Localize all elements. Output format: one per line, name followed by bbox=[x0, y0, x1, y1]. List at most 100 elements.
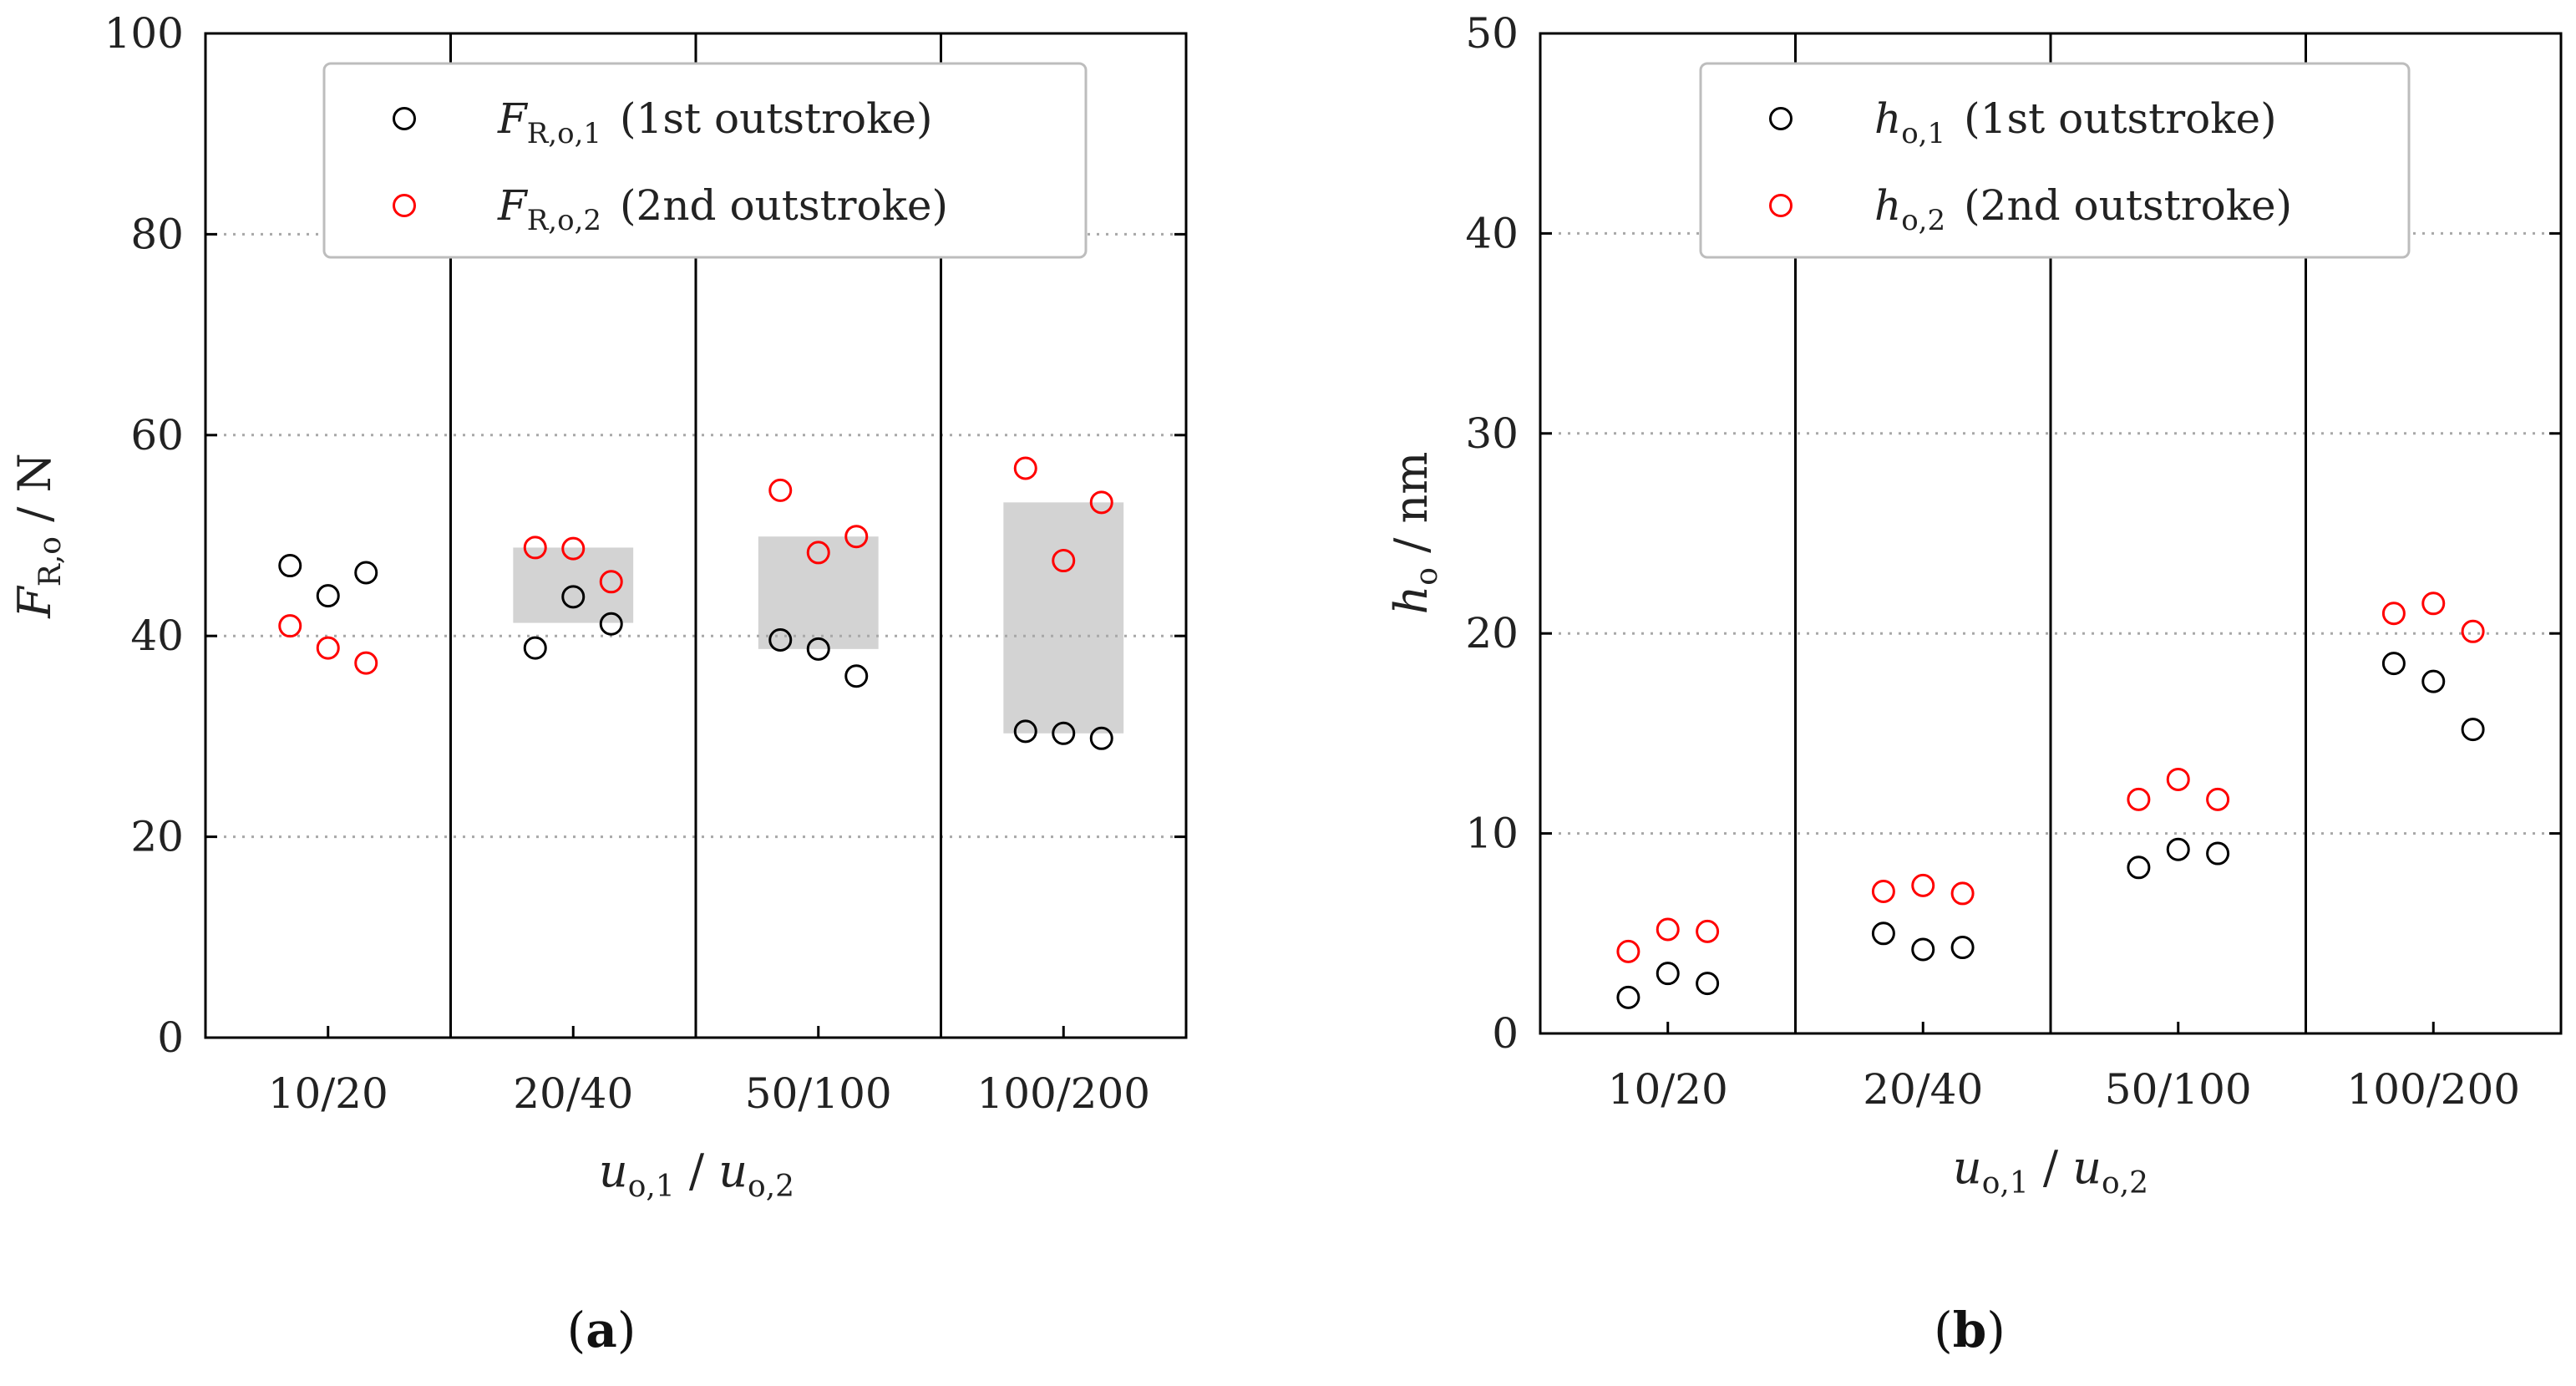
y-axis-label-symbol: F bbox=[8, 585, 61, 619]
point-s1-c0-2 bbox=[1696, 919, 1720, 943]
plot-frame bbox=[204, 32, 1188, 1039]
point-s1-c0-1 bbox=[1656, 917, 1680, 942]
x-axis-label: uo,1 / uo,2 bbox=[1953, 1141, 2148, 1201]
y-tick-label-4: 40 bbox=[1465, 209, 1519, 257]
y-tick-label-0: 0 bbox=[157, 1013, 184, 1062]
y-tick-label-4: 80 bbox=[130, 210, 184, 258]
x-axis-label-subscript-b: o,2 bbox=[2102, 1166, 2148, 1201]
legend-box bbox=[322, 62, 1088, 259]
point-s0-c1-0 bbox=[1871, 921, 1895, 946]
point-s1-c0-0 bbox=[278, 614, 302, 638]
y-axis-label: FR,o / N bbox=[8, 453, 68, 618]
legend-entry-0: FR,o,1 (1st outstroke) bbox=[497, 94, 933, 150]
point-s0-c1-1 bbox=[561, 585, 586, 609]
y-axis-label-unit: / N bbox=[8, 453, 61, 536]
point-s0-c2-2 bbox=[844, 664, 869, 688]
point-s1-c3-0 bbox=[1013, 456, 1037, 480]
legend-marker-0 bbox=[393, 107, 416, 130]
y-tick-label-1: 10 bbox=[1465, 810, 1519, 858]
legend-subscript-0: o,1 bbox=[1901, 117, 1945, 150]
point-s0-c1-1 bbox=[1911, 937, 1935, 962]
y-tick-label-2: 20 bbox=[1465, 609, 1519, 657]
y-tick-label-5: 100 bbox=[104, 9, 184, 58]
point-s1-c0-2 bbox=[354, 651, 378, 675]
point-s1-c0-0 bbox=[1616, 939, 1640, 963]
legend-symbol-1: F bbox=[497, 181, 529, 230]
x-axis-label-symbol-b: u bbox=[718, 1145, 748, 1197]
x-tick-label-2: 50/100 bbox=[745, 1069, 892, 1118]
x-tick-label-2: 50/100 bbox=[2105, 1065, 2252, 1114]
point-s1-c3-1 bbox=[1052, 549, 1076, 573]
legend-label-0: (1st outstroke) bbox=[1964, 94, 2277, 143]
x-axis-label-separator: / bbox=[2029, 1141, 2073, 1194]
point-s0-c3-0 bbox=[1013, 719, 1037, 744]
point-s1-c2-1 bbox=[806, 541, 830, 565]
point-s0-c0-0 bbox=[278, 554, 302, 578]
point-s0-c2-1 bbox=[2166, 837, 2190, 861]
point-s0-c2-0 bbox=[768, 628, 793, 652]
legend-box bbox=[1699, 62, 2411, 259]
point-s1-c3-2 bbox=[2461, 619, 2485, 643]
point-s0-c0-2 bbox=[1696, 972, 1720, 996]
legend-entry-0: ho,1 (1st outstroke) bbox=[1874, 94, 2277, 150]
point-s0-c3-2 bbox=[1089, 726, 1113, 750]
point-s0-c1-2 bbox=[1950, 936, 1975, 960]
legend-marker-0 bbox=[1769, 107, 1793, 130]
legend-subscript-0: R,o,1 bbox=[527, 117, 601, 150]
y-tick-label-3: 60 bbox=[130, 411, 184, 459]
legend-symbol-0: F bbox=[497, 94, 529, 143]
legend-entry-1: ho,2 (2nd outstroke) bbox=[1874, 181, 2292, 237]
legend-marker-1 bbox=[1769, 194, 1793, 217]
shade-range-2 bbox=[758, 536, 879, 649]
legend-label-1: (2nd outstroke) bbox=[620, 181, 948, 230]
legend-label-1: (2nd outstroke) bbox=[1964, 181, 2292, 230]
point-s1-c2-1 bbox=[2166, 767, 2190, 791]
point-s0-c3-1 bbox=[2421, 669, 2446, 693]
legend-symbol-0: h bbox=[1874, 94, 1901, 143]
point-s0-c3-1 bbox=[1052, 721, 1076, 745]
point-s0-c3-2 bbox=[2461, 718, 2485, 742]
point-s0-c2-2 bbox=[2206, 841, 2230, 866]
y-axis-label-symbol: h bbox=[1385, 586, 1438, 615]
point-s1-c2-2 bbox=[2206, 787, 2230, 811]
point-s1-c3-0 bbox=[2381, 602, 2406, 626]
x-axis-label-subscript-b: o,2 bbox=[748, 1170, 794, 1204]
point-s1-c1-1 bbox=[561, 536, 586, 561]
x-tick-label-1: 20/40 bbox=[513, 1069, 633, 1118]
point-s1-c1-2 bbox=[1950, 881, 1975, 906]
legend-subscript-1: o,2 bbox=[1901, 204, 1945, 237]
legend-symbol-1: h bbox=[1874, 181, 1901, 230]
x-axis-label: uo,1 / uo,2 bbox=[599, 1145, 794, 1204]
point-s1-c1-1 bbox=[1911, 873, 1935, 897]
point-s0-c0-0 bbox=[1616, 985, 1640, 1009]
point-s0-c0-2 bbox=[354, 561, 378, 585]
panel-label-b: (b) bbox=[1934, 1302, 2006, 1358]
y-tick-label-3: 30 bbox=[1465, 409, 1519, 458]
point-s1-c2-0 bbox=[2127, 787, 2151, 811]
point-s1-c1-2 bbox=[599, 570, 623, 594]
y-tick-label-0: 0 bbox=[1492, 1009, 1519, 1058]
x-tick-label-3: 100/200 bbox=[976, 1069, 1150, 1118]
y-axis-label: ho / nm bbox=[1385, 452, 1444, 615]
point-s1-c3-1 bbox=[2421, 591, 2446, 616]
legend-marker-1 bbox=[393, 194, 416, 217]
x-axis-label-separator: / bbox=[675, 1145, 719, 1197]
point-s1-c3-2 bbox=[1089, 490, 1113, 515]
x-axis-label-symbol-a: u bbox=[1953, 1141, 1982, 1194]
legend-entry-1: FR,o,2 (2nd outstroke) bbox=[497, 181, 948, 237]
point-s1-c1-0 bbox=[1871, 880, 1895, 904]
point-s0-c3-0 bbox=[2381, 652, 2406, 676]
legend-label-0: (1st outstroke) bbox=[620, 94, 933, 143]
point-s0-c2-0 bbox=[2127, 855, 2151, 880]
point-s1-c2-2 bbox=[844, 525, 869, 549]
y-axis-label-unit: / nm bbox=[1385, 452, 1438, 568]
point-s1-c2-0 bbox=[768, 478, 793, 502]
point-s1-c0-1 bbox=[316, 636, 340, 660]
panel-label-b-letter: b bbox=[1953, 1302, 1987, 1358]
x-tick-label-0: 10/20 bbox=[268, 1069, 388, 1118]
point-s0-c2-1 bbox=[806, 637, 830, 661]
x-axis-label-subscript-a: o,1 bbox=[628, 1170, 675, 1204]
